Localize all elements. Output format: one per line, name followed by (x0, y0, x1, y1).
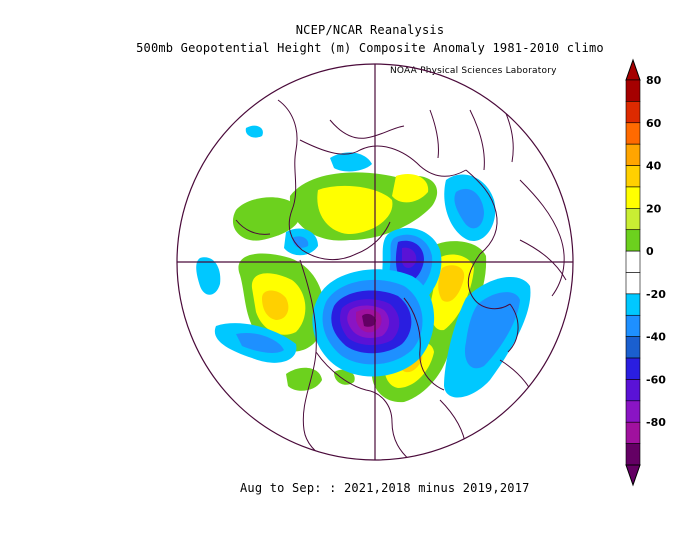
colorbar-swatch (625, 400, 641, 423)
colorbar-swatch (625, 272, 641, 295)
colorbar-bottom-arrow (625, 464, 641, 487)
colorbar-swatch (625, 208, 641, 231)
map-subtitle: 500mb Geopotential Height (m) Composite … (136, 41, 604, 55)
anomaly-siberia-ridge (289, 172, 438, 241)
colorbar-swatch (625, 229, 641, 252)
map-title: NCEP/NCAR Reanalysis (295, 23, 445, 37)
colorbar-swatch (625, 79, 641, 102)
credit-label: NOAA Physical Sciences Laboratory (390, 66, 557, 76)
graticule (176, 63, 574, 461)
colorbar-tick-label: 60 (646, 117, 662, 130)
colorbar-swatch (625, 357, 641, 380)
colorbar-swatch (625, 143, 641, 166)
anomaly-north-atlantic-trough (444, 276, 531, 398)
anomaly-bering-ridge (232, 197, 301, 241)
colorbar-top-arrow (625, 58, 641, 81)
colorbar-swatch (625, 443, 641, 466)
colorbar-tick-label: -40 (646, 331, 666, 344)
period-caption: Aug to Sep: : 2021,2018 minus 2019,2017 (240, 481, 530, 495)
colorbar-tick-label: -20 (646, 288, 666, 301)
coastlines (235, 99, 567, 460)
colorbar-swatch (625, 336, 641, 359)
colorbar-swatch (625, 101, 641, 124)
anomaly-west-pacific-trough (196, 257, 221, 295)
colorbar-tick-label: 0 (646, 245, 654, 258)
colorbar-swatch (625, 421, 641, 444)
colorbar: 80 60 40 20 0 -20 -40 -60 -80 (625, 58, 666, 487)
colorbar-swatch (625, 122, 641, 145)
colorbar-swatch (625, 186, 641, 209)
colorbar-swatch (625, 165, 641, 188)
colorbar-swatch (625, 314, 641, 337)
colorbar-tick-label: 40 (646, 160, 662, 173)
colorbar-tick-label: -60 (646, 373, 666, 386)
colorbar-swatch (625, 293, 641, 316)
colorbar-tick-label: 20 (646, 202, 662, 215)
colorbar-tick-label: -80 (646, 416, 666, 429)
colorbar-tick-label: 80 (646, 74, 662, 87)
anomaly-north-america-low (312, 269, 435, 377)
anomaly-arctic-trough (330, 152, 372, 172)
colorbar-swatch (625, 379, 641, 402)
colorbar-swatch (625, 250, 641, 273)
anomaly-fields (196, 125, 531, 403)
